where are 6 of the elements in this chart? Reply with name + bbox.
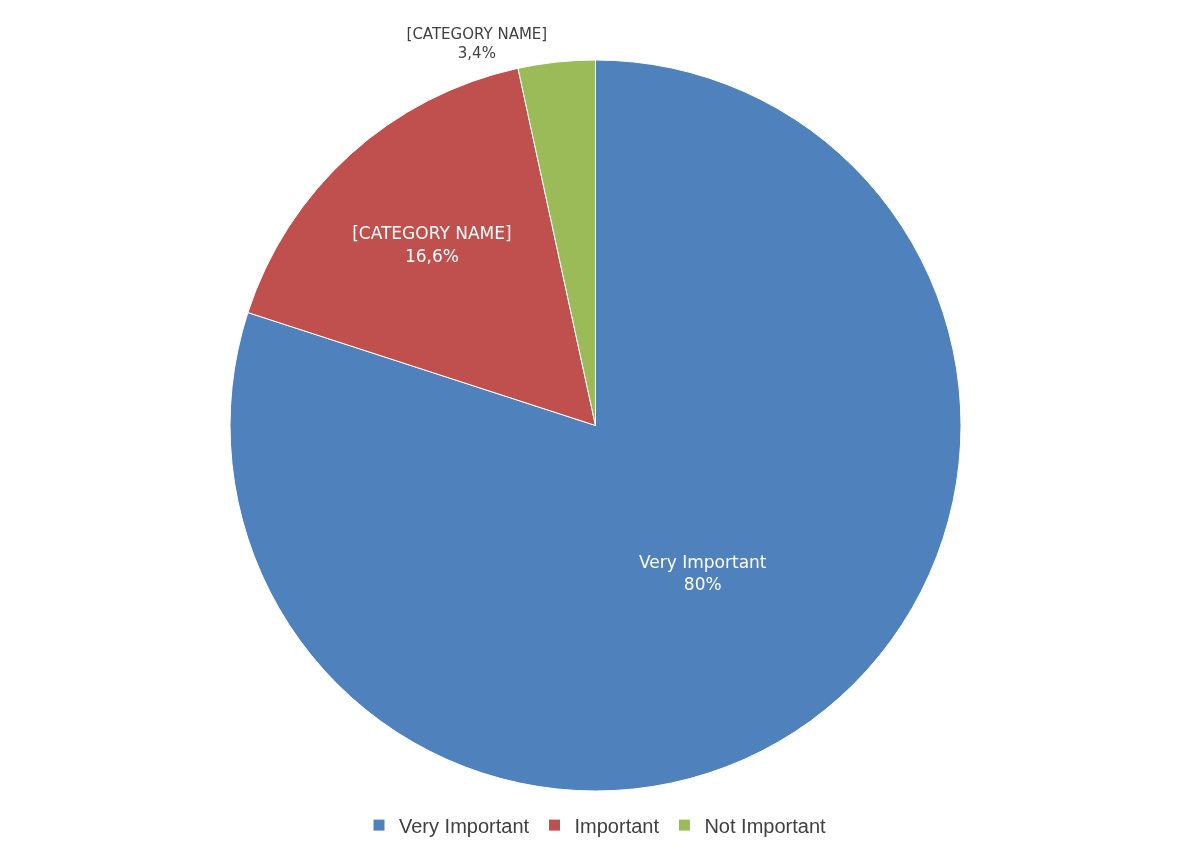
legend-label: Important bbox=[574, 814, 660, 837]
legend-label: Not Important bbox=[704, 814, 827, 837]
data-label: Very Important 80% bbox=[639, 552, 767, 595]
data-label: [CATEGORY NAME] 3,4% bbox=[406, 24, 548, 63]
data-label: [CATEGORY NAME] 16,6% bbox=[352, 223, 512, 266]
legend-label: Very Important bbox=[399, 814, 530, 837]
